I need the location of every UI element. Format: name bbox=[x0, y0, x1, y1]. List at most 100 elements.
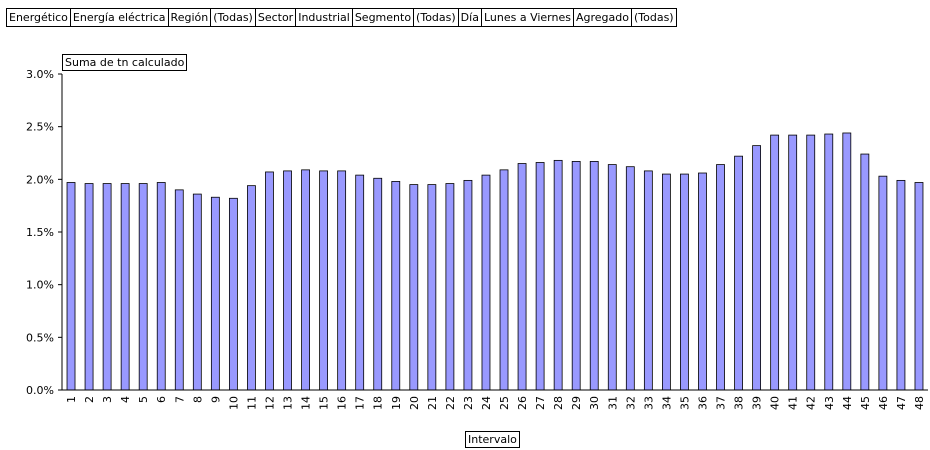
bar bbox=[770, 134, 780, 391]
x-tick-label: 20 bbox=[408, 396, 421, 410]
y-tick-label: 1.0% bbox=[26, 279, 54, 292]
y-tick-label: 2.0% bbox=[26, 173, 54, 186]
x-tick-label: 28 bbox=[552, 396, 565, 410]
filter-value[interactable]: (Todas) bbox=[630, 8, 677, 27]
x-tick-label: 16 bbox=[336, 396, 349, 410]
bar bbox=[734, 155, 743, 391]
bar bbox=[373, 177, 383, 391]
x-tick-label: 9 bbox=[209, 396, 222, 403]
x-tick-label: 18 bbox=[372, 396, 385, 410]
x-tick-label: 22 bbox=[444, 396, 457, 410]
bar bbox=[589, 161, 599, 391]
x-tick-label: 24 bbox=[480, 396, 493, 410]
x-tick-label: 3 bbox=[101, 396, 114, 403]
x-tick-label: 29 bbox=[570, 396, 583, 410]
bar bbox=[463, 179, 473, 391]
x-tick-label: 27 bbox=[534, 396, 547, 410]
bar bbox=[553, 159, 563, 391]
bar bbox=[102, 183, 112, 391]
x-tick-label: 12 bbox=[263, 396, 276, 410]
x-tick-label: 30 bbox=[588, 396, 601, 410]
bar bbox=[319, 170, 329, 391]
x-tick-label: 11 bbox=[245, 396, 258, 410]
bar bbox=[716, 164, 725, 391]
filter-bar: Energético Energía eléctrica Región (Todas)… bbox=[6, 8, 677, 27]
bar bbox=[174, 189, 184, 391]
y-tick-label: 3.0% bbox=[26, 68, 54, 81]
bar bbox=[499, 169, 509, 391]
x-tick-label: 46 bbox=[877, 396, 890, 410]
bar bbox=[643, 170, 653, 391]
x-tick-label: 23 bbox=[462, 396, 475, 410]
bar bbox=[228, 197, 238, 391]
x-tick-label: 15 bbox=[318, 396, 331, 410]
bar bbox=[842, 132, 852, 391]
bar bbox=[301, 169, 310, 391]
bar bbox=[788, 134, 798, 391]
x-tick-label: 10 bbox=[227, 396, 240, 410]
x-tick-label: 38 bbox=[733, 396, 746, 410]
x-tick-label: 45 bbox=[859, 396, 872, 410]
bar bbox=[896, 179, 906, 391]
bar bbox=[427, 184, 437, 391]
bar bbox=[120, 183, 130, 391]
x-tick-label: 33 bbox=[642, 396, 655, 410]
x-tick-label: 5 bbox=[137, 396, 150, 403]
x-tick-label: 47 bbox=[895, 396, 908, 410]
y-tick-label: 0.5% bbox=[26, 331, 54, 344]
x-tick-label: 35 bbox=[678, 396, 691, 410]
bar bbox=[66, 182, 76, 391]
bar bbox=[806, 134, 816, 391]
x-tick-label: 41 bbox=[787, 396, 800, 410]
x-tick-label: 32 bbox=[624, 396, 637, 410]
bar bbox=[391, 181, 401, 391]
bar bbox=[192, 193, 202, 391]
x-tick-label: 37 bbox=[715, 396, 728, 410]
x-tick-label: 25 bbox=[498, 396, 511, 410]
x-tick-label: 17 bbox=[354, 396, 367, 410]
bar bbox=[607, 164, 617, 391]
x-tick-label: 19 bbox=[390, 396, 403, 410]
y-tick-label: 0.0% bbox=[26, 384, 54, 397]
bar bbox=[680, 173, 689, 391]
x-tick-label: 31 bbox=[606, 396, 619, 410]
bar bbox=[156, 182, 166, 391]
x-tick-label: 34 bbox=[660, 396, 673, 410]
x-tick-label: 44 bbox=[841, 396, 854, 410]
bar bbox=[445, 183, 455, 391]
bar bbox=[283, 170, 292, 391]
y-axis-title: Suma de tn calculado bbox=[62, 54, 188, 71]
x-tick-label: 36 bbox=[696, 396, 709, 410]
bar bbox=[409, 184, 419, 391]
y-tick-label: 1.5% bbox=[26, 226, 54, 239]
x-tick-label: 2 bbox=[83, 396, 96, 403]
bar bbox=[752, 145, 762, 391]
x-tick-label: 43 bbox=[823, 396, 836, 410]
bar bbox=[661, 173, 671, 391]
bar bbox=[625, 166, 635, 391]
x-tick-label: 14 bbox=[300, 396, 313, 410]
bar bbox=[210, 196, 220, 391]
x-tick-label: 8 bbox=[191, 396, 204, 403]
bar bbox=[265, 171, 274, 391]
x-tick-label: 7 bbox=[173, 396, 186, 403]
x-tick-label: 40 bbox=[769, 396, 782, 410]
x-tick-label: 48 bbox=[913, 396, 926, 410]
bar bbox=[860, 153, 870, 391]
x-axis-title: Intervalo bbox=[465, 431, 520, 448]
bar bbox=[247, 185, 256, 391]
x-tick-label: 42 bbox=[805, 396, 818, 410]
bar bbox=[878, 175, 888, 391]
bar bbox=[337, 170, 347, 391]
bar bbox=[571, 161, 581, 391]
x-tick-label: 4 bbox=[119, 396, 132, 403]
bar bbox=[517, 163, 527, 391]
x-tick-label: 39 bbox=[751, 396, 764, 410]
x-tick-label: 1 bbox=[65, 396, 78, 403]
bar bbox=[84, 183, 94, 391]
y-tick-label: 2.5% bbox=[26, 121, 54, 134]
bar bbox=[481, 174, 491, 391]
bar bbox=[914, 182, 924, 391]
